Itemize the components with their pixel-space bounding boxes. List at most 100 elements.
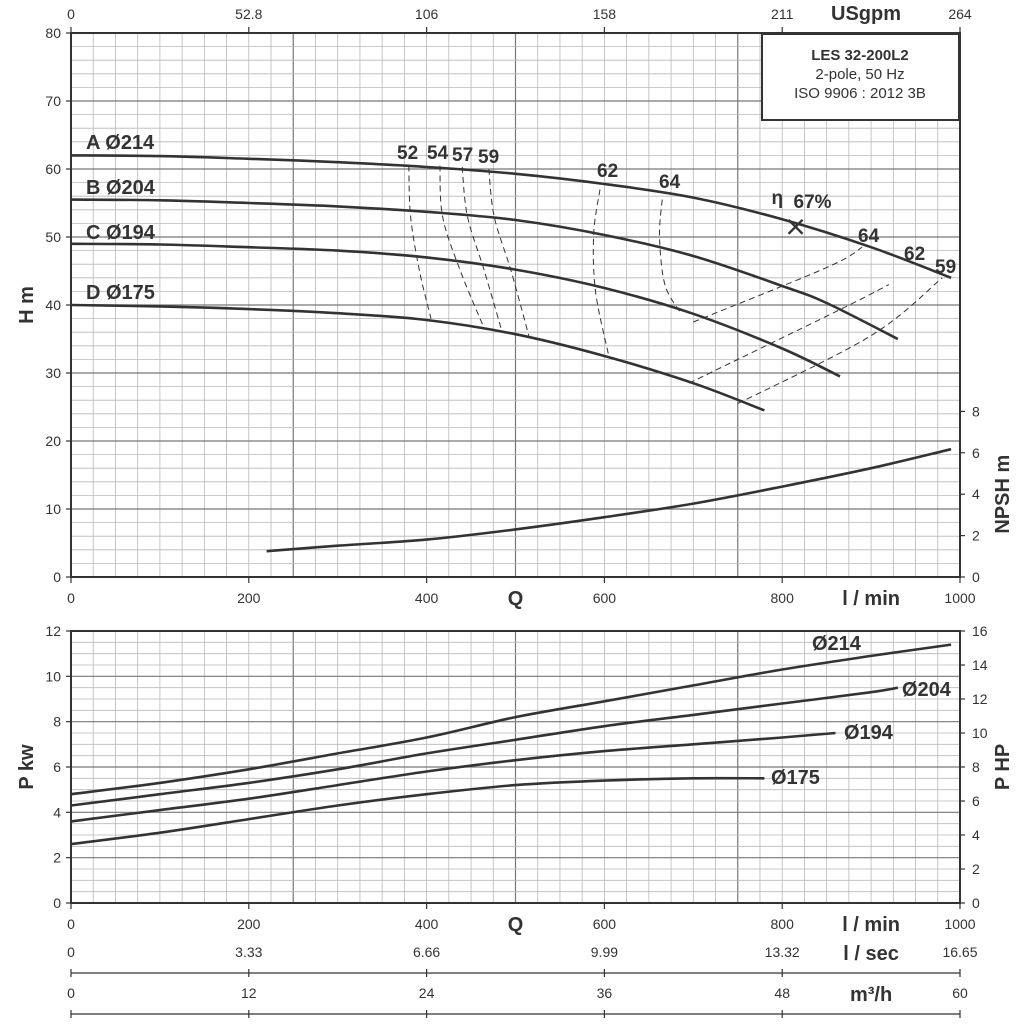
x-tick-label: 400: [415, 590, 439, 606]
x-tick-label: 800: [771, 916, 795, 932]
y-tick-label: 80: [45, 25, 61, 41]
efficiency-contour-62: [592, 189, 610, 357]
y-tick-label: 70: [45, 93, 61, 109]
unit-axis-tick-label: 36: [597, 985, 613, 1001]
top-axis-unit: USgpm: [831, 3, 901, 25]
y2-tick-label: 8: [972, 759, 980, 775]
efficiency-label: 64: [858, 226, 880, 247]
y-tick-label: 6: [53, 759, 61, 775]
head-curve-label: D Ø175: [86, 282, 155, 304]
top-tick-label: 211: [771, 6, 794, 22]
y-tick-label: 40: [45, 297, 61, 313]
y2-tick-label: 10: [972, 725, 988, 741]
power-chart: 0 2 4 6 8 10 12 P kw 0 2 4 6 8 10 12 14 16 P HP 0 200 400 600…: [16, 623, 1014, 936]
npsh-curve: [266, 447, 952, 553]
head-curve: [70, 303, 765, 412]
unit-axis-tick-label: 60: [952, 985, 968, 1001]
y2-tick-label: 6: [972, 445, 980, 461]
head-curve-label: C Ø194: [86, 222, 156, 244]
unit-axis-tick-label: 0: [67, 944, 75, 960]
y-tick-label: 0: [53, 895, 61, 911]
y-tick-label: 60: [45, 161, 61, 177]
efficiency-contour-64: [658, 199, 681, 313]
top-tick-label: 52.8: [235, 6, 262, 22]
x-tick-label: 1000: [944, 590, 975, 606]
unit-axis-label: m³/h: [850, 984, 892, 1006]
info-box-line: ISO 9906 : 2012 3B: [794, 85, 926, 102]
y-tick-label: 10: [45, 501, 61, 517]
head-curve-label: B Ø204: [86, 177, 156, 199]
x-tick-label: 200: [237, 590, 261, 606]
y-tick-label: 30: [45, 365, 61, 381]
power-curve: [70, 731, 836, 823]
power-curve: [70, 776, 765, 846]
x-tick-label: 800: [771, 590, 795, 606]
y2-tick-label: 2: [972, 861, 980, 877]
bep-value: 67%: [794, 192, 832, 213]
x-axis-label: Q: [508, 914, 524, 936]
y2-tick-label: 16: [972, 623, 988, 639]
efficiency-contour-62: [688, 284, 890, 384]
unit-axis-tick-label: 24: [419, 985, 435, 1001]
x-tick-label: 600: [593, 590, 617, 606]
top-tick-label: 264: [948, 6, 972, 22]
info-box-line: LES 32-200L2: [811, 47, 909, 64]
unit-axis-tick-label: 16.65: [942, 944, 977, 960]
y2-tick-label: 4: [972, 486, 980, 502]
x-axis-unit: l / min: [842, 588, 900, 610]
x-tick-label: 400: [415, 916, 439, 932]
info-box-line: 2-pole, 50 Hz: [815, 66, 904, 83]
head-curve: [70, 198, 899, 341]
bep-marker: [787, 218, 804, 235]
unit-axes: 0 3.33 6.66 9.99 13.32 16.65 l / sec 0 12 24 36 48 6…: [67, 943, 978, 1018]
y2-tick-label: 8: [972, 403, 980, 419]
efficiency-label: 62: [904, 244, 925, 265]
top-tick-label: 158: [593, 6, 617, 22]
y-tick-label: 2: [53, 850, 61, 866]
efficiency-label: 57: [452, 145, 473, 166]
x-tick-label: 200: [237, 916, 261, 932]
x-tick-label: 0: [67, 590, 75, 606]
y-tick-label: 12: [45, 623, 61, 639]
unit-axis-tick-label: 6.66: [413, 944, 440, 960]
y-axis-label: P kw: [16, 744, 38, 790]
power-curve-label: Ø204: [902, 679, 952, 701]
x-tick-label: 1000: [944, 916, 975, 932]
unit-axis-tick-label: 13.32: [765, 944, 800, 960]
unit-axis-label: l / sec: [843, 943, 899, 965]
bep-symbol: η: [772, 188, 784, 209]
efficiency-label: 52: [397, 143, 418, 164]
y-tick-label: 0: [53, 569, 61, 585]
unit-axis-tick-label: 12: [241, 985, 257, 1001]
y2-axis-label: P HP: [992, 744, 1014, 790]
power-curve-label: Ø175: [771, 767, 820, 789]
power-curve-label: Ø214: [812, 633, 862, 655]
top-tick-label: 106: [415, 6, 439, 22]
unit-axis-tick-label: 9.99: [591, 944, 618, 960]
efficiency-label: 59: [478, 147, 499, 168]
efficiency-label: 59: [935, 257, 956, 278]
efficiency-label: 54: [427, 143, 449, 164]
y2-tick-label: 14: [972, 657, 988, 673]
power-curve: [70, 643, 952, 796]
x-axis-label: Q: [508, 588, 524, 610]
head-curve: [70, 242, 841, 378]
y2-tick-label: 4: [972, 827, 980, 843]
y2-tick-label: 2: [972, 528, 980, 544]
y2-tick-label: 0: [972, 569, 980, 585]
efficiency-contour-59: [488, 168, 530, 336]
y-tick-label: 4: [53, 804, 61, 820]
unit-axis-tick-label: 3.33: [235, 944, 262, 960]
y2-tick-label: 6: [972, 793, 980, 809]
efficiency-contour-54: [439, 165, 485, 329]
power-curve-label: Ø194: [844, 722, 894, 744]
efficiency-contour-64: [693, 246, 863, 323]
unit-axis-tick-label: 0: [67, 985, 75, 1001]
head-curve: [70, 154, 952, 280]
head-curve-label: A Ø214: [86, 132, 155, 154]
power-curve: [70, 686, 899, 807]
x-tick-label: 600: [593, 916, 617, 932]
y2-tick-label: 12: [972, 691, 988, 707]
